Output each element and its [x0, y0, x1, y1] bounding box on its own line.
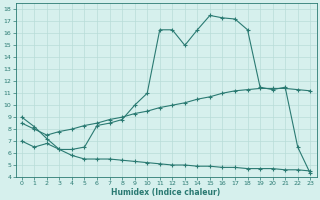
X-axis label: Humidex (Indice chaleur): Humidex (Indice chaleur)	[111, 188, 221, 197]
